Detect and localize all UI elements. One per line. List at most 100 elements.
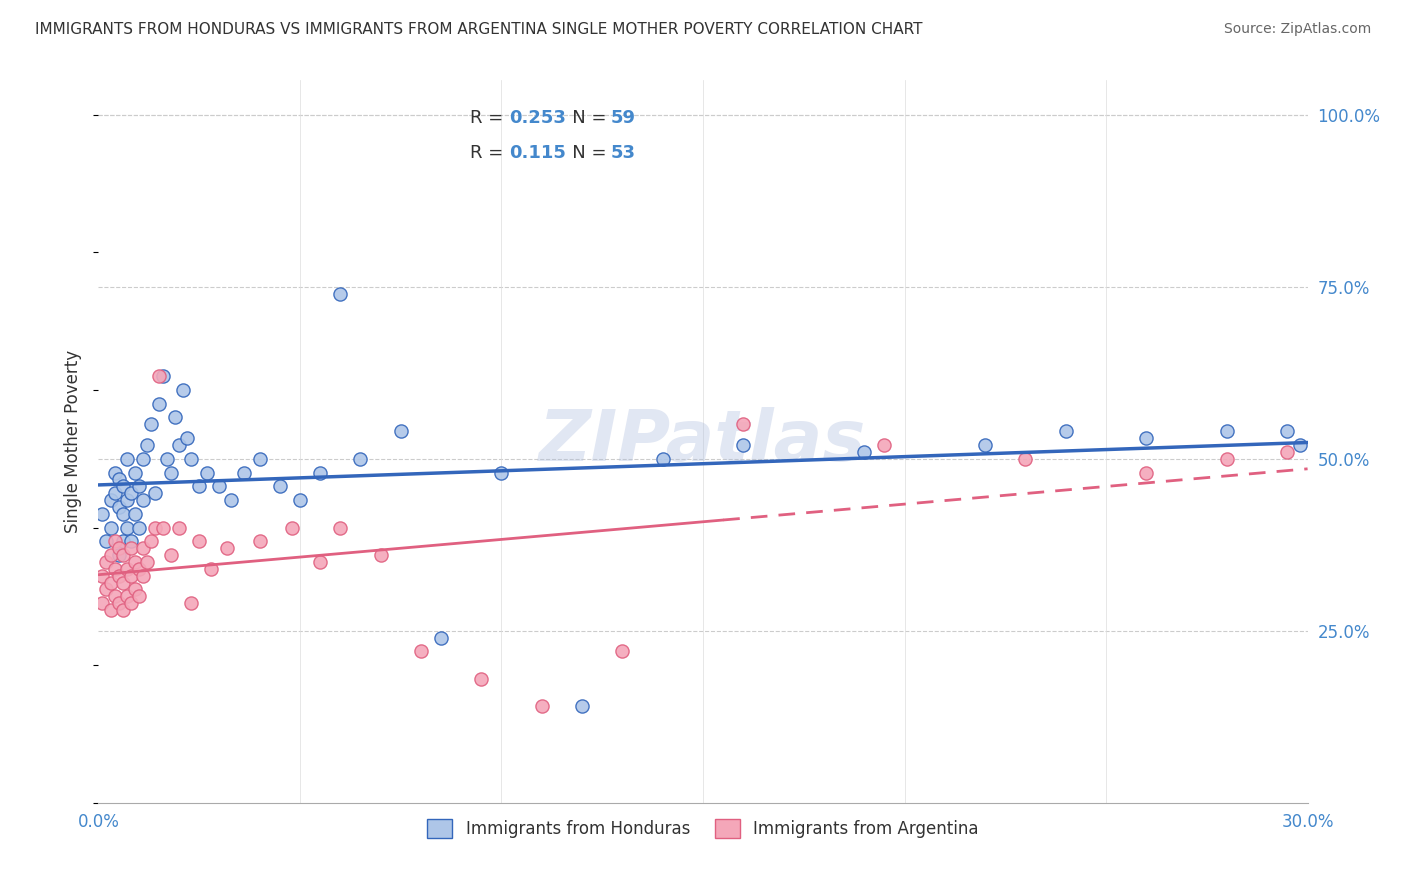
Point xyxy=(120,568,142,582)
Point xyxy=(1135,431,1157,445)
Point xyxy=(172,383,194,397)
Point xyxy=(103,486,125,500)
Point xyxy=(115,493,138,508)
Point xyxy=(188,534,211,549)
Point xyxy=(107,500,129,514)
Point xyxy=(409,644,432,658)
Point xyxy=(281,520,304,534)
Point xyxy=(1216,424,1239,438)
Point xyxy=(370,548,392,562)
Point xyxy=(91,507,114,521)
Point xyxy=(873,438,896,452)
Point xyxy=(107,541,129,556)
Point xyxy=(221,493,243,508)
Point xyxy=(103,534,125,549)
Point xyxy=(160,548,183,562)
Point xyxy=(188,479,211,493)
Text: 0.253: 0.253 xyxy=(509,109,567,128)
Point xyxy=(135,438,157,452)
Point xyxy=(111,479,134,493)
Point xyxy=(309,555,332,569)
Text: Source: ZipAtlas.com: Source: ZipAtlas.com xyxy=(1223,22,1371,37)
Point xyxy=(232,466,254,480)
Point xyxy=(115,451,138,466)
Point xyxy=(148,369,170,384)
Point xyxy=(143,486,166,500)
Text: 53: 53 xyxy=(612,144,636,161)
Point xyxy=(269,479,291,493)
Point xyxy=(195,466,218,480)
Point xyxy=(124,507,146,521)
Point xyxy=(1277,424,1299,438)
Point xyxy=(389,424,412,438)
Point xyxy=(103,562,125,576)
Point xyxy=(115,562,138,576)
Point xyxy=(200,562,222,576)
Point xyxy=(124,582,146,597)
Point xyxy=(100,603,122,617)
Point xyxy=(1288,438,1310,452)
Point xyxy=(530,699,553,714)
Point xyxy=(107,548,129,562)
Point xyxy=(612,644,634,658)
Point xyxy=(176,431,198,445)
Point xyxy=(156,451,179,466)
Point xyxy=(249,534,271,549)
Text: 59: 59 xyxy=(612,109,636,128)
Point xyxy=(148,397,170,411)
Point xyxy=(1014,451,1036,466)
Point xyxy=(120,486,142,500)
Text: R =: R = xyxy=(470,144,509,161)
Point xyxy=(103,590,125,604)
Point xyxy=(288,493,311,508)
Point xyxy=(152,520,174,534)
Point xyxy=(217,541,239,556)
Point xyxy=(143,520,166,534)
Point xyxy=(329,286,352,301)
Point xyxy=(111,603,134,617)
Text: IMMIGRANTS FROM HONDURAS VS IMMIGRANTS FROM ARGENTINA SINGLE MOTHER POVERTY CORR: IMMIGRANTS FROM HONDURAS VS IMMIGRANTS F… xyxy=(35,22,922,37)
Point xyxy=(160,466,183,480)
Point xyxy=(124,555,146,569)
Point xyxy=(329,520,352,534)
Point xyxy=(100,548,122,562)
Point xyxy=(96,582,118,597)
Y-axis label: Single Mother Poverty: Single Mother Poverty xyxy=(65,350,83,533)
Point xyxy=(974,438,997,452)
Legend: Immigrants from Honduras, Immigrants from Argentina: Immigrants from Honduras, Immigrants fro… xyxy=(420,813,986,845)
Point xyxy=(91,568,114,582)
Point xyxy=(128,479,150,493)
Point xyxy=(349,451,371,466)
Point xyxy=(163,410,186,425)
Point xyxy=(470,672,492,686)
Point xyxy=(167,438,190,452)
Point xyxy=(100,493,122,508)
Point xyxy=(96,555,118,569)
Point xyxy=(107,596,129,610)
Point xyxy=(132,493,155,508)
Point xyxy=(120,541,142,556)
Point xyxy=(132,451,155,466)
Point xyxy=(167,520,190,534)
Text: N =: N = xyxy=(555,144,613,161)
Point xyxy=(1054,424,1077,438)
Point xyxy=(115,590,138,604)
Point xyxy=(107,568,129,582)
Point xyxy=(120,596,142,610)
Point xyxy=(111,534,134,549)
Point xyxy=(733,417,755,432)
Point xyxy=(571,699,593,714)
Point xyxy=(1135,466,1157,480)
Point xyxy=(115,520,138,534)
Point xyxy=(208,479,231,493)
Point xyxy=(103,466,125,480)
Point xyxy=(107,472,129,486)
Point xyxy=(124,466,146,480)
Point xyxy=(100,520,122,534)
Point xyxy=(100,575,122,590)
Text: ZIPatlas: ZIPatlas xyxy=(540,407,866,476)
Point xyxy=(120,534,142,549)
Point xyxy=(249,451,271,466)
Point xyxy=(651,451,673,466)
Point xyxy=(111,575,134,590)
